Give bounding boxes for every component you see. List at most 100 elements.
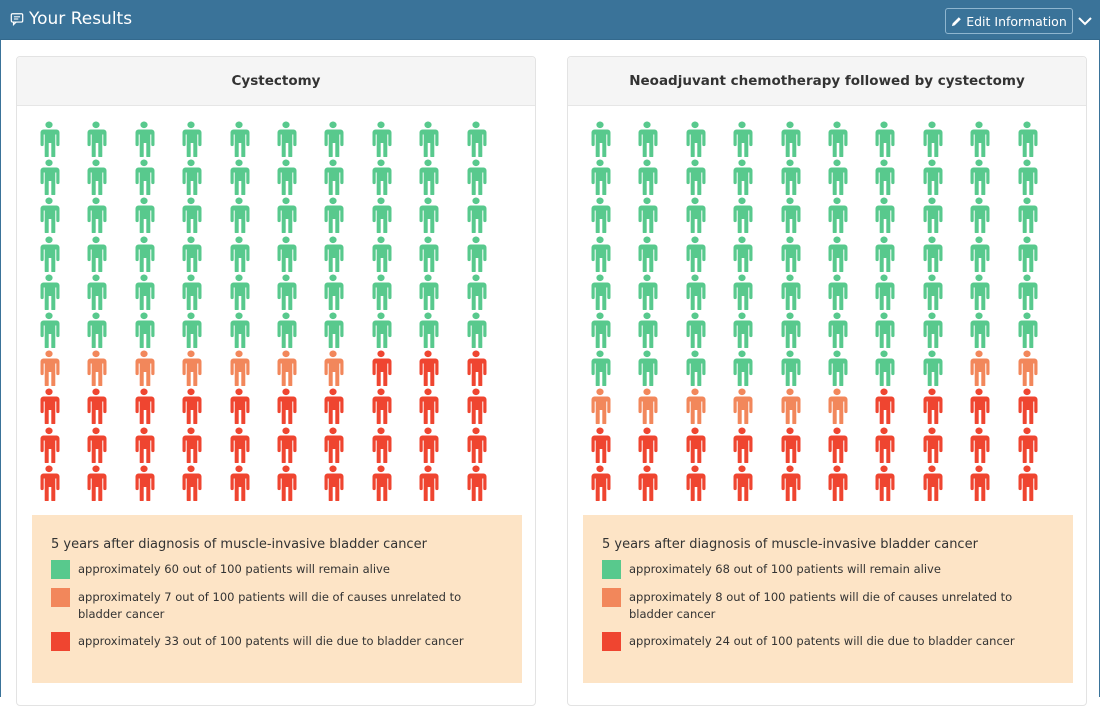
results-title: Your Results	[10, 9, 132, 29]
results-title-text: Your Results	[29, 9, 133, 29]
person-icon-unrelated	[686, 388, 706, 425]
person-icon-alive	[135, 159, 155, 196]
person-icon-bladder	[87, 427, 107, 463]
swatch-unrelated	[51, 588, 70, 607]
person-icon-alive	[324, 312, 344, 348]
person-icon-bladder	[277, 465, 297, 501]
results-header-bar: Your Results Edit Information	[0, 0, 1100, 40]
person-icon-bladder	[135, 465, 155, 501]
person-icon-alive	[875, 197, 895, 234]
person-icon-alive	[87, 121, 107, 157]
person-icon-alive	[1018, 197, 1038, 234]
person-icon-unrelated	[324, 350, 344, 387]
person-icon-bladder	[182, 465, 202, 501]
person-icon-alive	[372, 312, 392, 348]
person-icon-alive	[419, 121, 439, 157]
person-icon-alive	[1018, 121, 1038, 157]
person-icon-bladder	[40, 427, 60, 463]
legend-item-alive: approximately 68 out of 100 patients wil…	[602, 560, 1055, 579]
legend-title: 5 years after diagnosis of muscle-invasi…	[51, 537, 427, 552]
person-icon-bladder	[1018, 465, 1038, 501]
person-icon-alive	[638, 197, 658, 234]
person-icon-bladder	[87, 465, 107, 501]
person-icon-unrelated	[733, 388, 753, 425]
person-icon-alive	[182, 159, 202, 196]
edit-information-button[interactable]: Edit Information	[945, 8, 1073, 34]
chevron-down-icon[interactable]	[1076, 12, 1094, 30]
person-icon-bladder	[875, 465, 895, 501]
person-icon-alive	[591, 274, 611, 310]
chat-icon	[10, 13, 24, 26]
person-icon-alive	[686, 350, 706, 387]
person-icon-alive	[230, 197, 250, 234]
legend-text-alive: approximately 60 out of 100 patients wil…	[78, 562, 390, 576]
person-icon-bladder	[781, 427, 801, 463]
person-icon-bladder	[923, 388, 943, 425]
person-icon-alive	[467, 159, 487, 196]
person-icon-alive	[419, 197, 439, 234]
person-icon-alive	[40, 236, 60, 272]
person-icon-bladder	[1018, 388, 1038, 425]
person-icon-alive	[467, 121, 487, 157]
person-icon-bladder	[591, 427, 611, 463]
person-icon-alive	[923, 236, 943, 272]
person-icon-unrelated	[230, 350, 250, 387]
person-icon-alive	[135, 121, 155, 157]
person-icon-bladder	[467, 427, 487, 463]
person-icon-unrelated	[1018, 350, 1038, 387]
person-icon-bladder	[638, 465, 658, 501]
person-icon-alive	[781, 236, 801, 272]
person-icon-alive	[419, 236, 439, 272]
person-icon-alive	[923, 197, 943, 234]
person-icon-alive	[875, 236, 895, 272]
person-icon-alive	[781, 197, 801, 234]
person-icon-bladder	[277, 388, 297, 425]
person-icon-alive	[591, 121, 611, 157]
person-icon-bladder	[828, 427, 848, 463]
person-icon-alive	[277, 312, 297, 348]
person-icon-alive	[135, 197, 155, 234]
person-icon-alive	[135, 312, 155, 348]
person-icon-alive	[828, 159, 848, 196]
person-icon-bladder	[372, 350, 392, 387]
person-icon-bladder	[277, 427, 297, 463]
person-icon-alive	[638, 236, 658, 272]
person-icon-bladder	[40, 465, 60, 501]
person-icon-alive	[591, 350, 611, 387]
person-icon-alive	[638, 121, 658, 157]
person-icon-bladder	[87, 388, 107, 425]
person-icon-alive	[686, 197, 706, 234]
legend-item-bladder: approximately 33 out of 100 patents will…	[51, 632, 504, 651]
person-icon-alive	[733, 236, 753, 272]
person-icon-bladder	[638, 427, 658, 463]
person-icon-alive	[419, 159, 439, 196]
person-icon-alive	[828, 121, 848, 157]
person-icon-bladder	[419, 465, 439, 501]
person-icon-alive	[923, 121, 943, 157]
person-icon-alive	[733, 121, 753, 157]
person-icon-bladder	[970, 427, 990, 463]
person-icon-alive	[638, 274, 658, 310]
person-icon-bladder	[875, 388, 895, 425]
person-icon-alive	[40, 159, 60, 196]
swatch-unrelated	[602, 588, 621, 607]
person-icon-alive	[87, 197, 107, 234]
person-icon-alive	[970, 236, 990, 272]
person-icon-alive	[781, 159, 801, 196]
person-icon-alive	[923, 312, 943, 348]
person-icon-alive	[182, 121, 202, 157]
person-icon-bladder	[230, 427, 250, 463]
panel-neoadjuvant: Neoadjuvant chemotherapy followed by cys…	[567, 56, 1087, 706]
person-icon-bladder	[324, 388, 344, 425]
person-icon-alive	[733, 159, 753, 196]
person-icon-alive	[182, 197, 202, 234]
person-icon-bladder	[467, 350, 487, 387]
swatch-bladder	[602, 632, 621, 651]
person-icon-alive	[828, 197, 848, 234]
person-icon-bladder	[923, 427, 943, 463]
person-icon-alive	[970, 197, 990, 234]
person-icon-bladder	[733, 465, 753, 501]
person-icon-alive	[1018, 159, 1038, 196]
person-icon-bladder	[419, 350, 439, 387]
person-icon-alive	[467, 312, 487, 348]
